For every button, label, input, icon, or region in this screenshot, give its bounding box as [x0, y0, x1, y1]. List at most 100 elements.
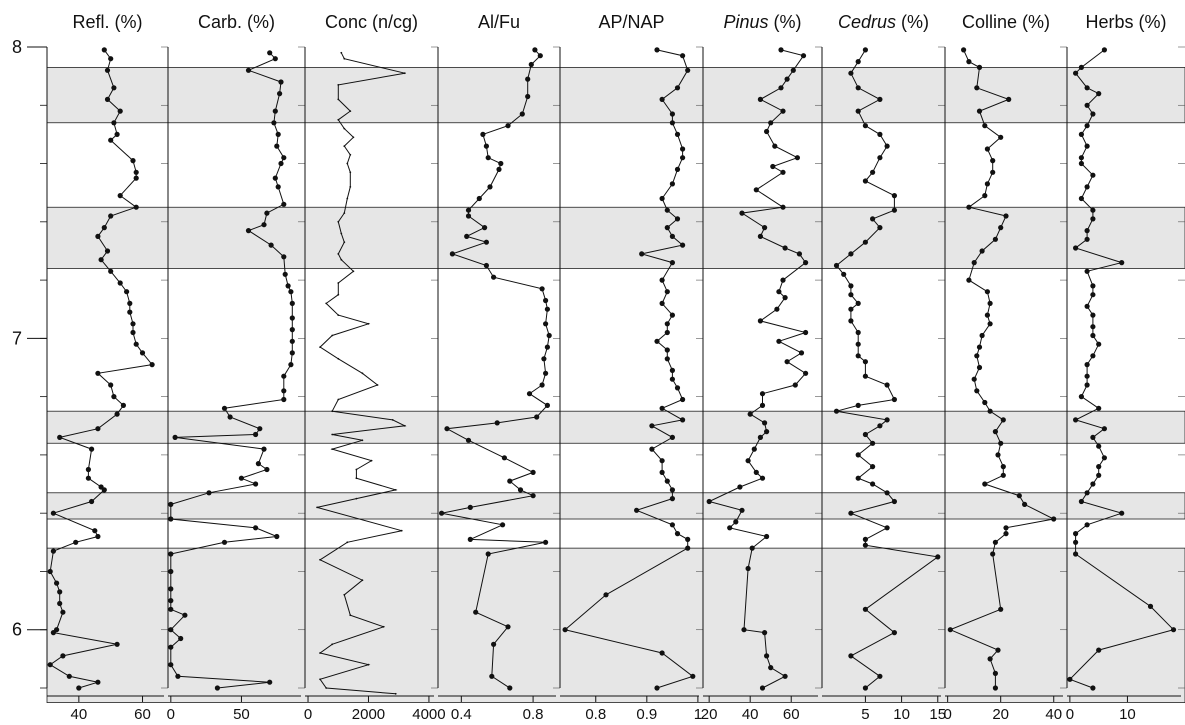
panel-2-point	[285, 283, 291, 289]
panel-9-point	[1096, 443, 1102, 449]
panel-3-point	[343, 212, 346, 215]
panel-4-point	[439, 510, 445, 516]
panel-6-point	[706, 498, 712, 505]
panel-6-point	[800, 53, 807, 59]
panel-2-point	[281, 388, 287, 394]
panel-5-title: AP/NAP	[598, 12, 664, 32]
panel-1-point	[85, 466, 91, 473]
panel-2-point	[267, 679, 273, 685]
panel-6-point	[753, 469, 759, 475]
panel-7-point	[862, 178, 869, 184]
panel-4-point	[539, 286, 545, 292]
panel-9-point	[1084, 184, 1090, 190]
panel-7-point	[855, 452, 861, 458]
panel-5-point	[669, 233, 676, 239]
panel-5-point	[659, 300, 665, 306]
panel-3-point	[337, 398, 340, 401]
panel-6-point	[782, 295, 788, 301]
panel-6-point	[741, 627, 747, 633]
depth-tick-label: 7	[12, 328, 22, 348]
panel-5-point	[669, 376, 676, 382]
panel-7-point	[848, 292, 854, 298]
panel-8-point	[984, 146, 991, 152]
panel-8-point	[992, 539, 999, 545]
panel-7-point	[884, 382, 890, 388]
panel-1-point	[104, 67, 111, 73]
panel-4-point	[464, 233, 470, 239]
panel-3-point	[325, 302, 328, 305]
panel-5-point	[654, 47, 660, 53]
panel-2-x-tick-label: 0	[167, 706, 175, 723]
panel-5-x-tick-label: 0.9	[636, 706, 657, 723]
panel-1-point	[66, 673, 72, 679]
panel-7-point	[884, 417, 890, 423]
panel-4-x-tick-label: 0.8	[523, 706, 544, 723]
panel-9-point	[1090, 434, 1096, 440]
panel-3-point	[337, 314, 340, 316]
panel-2-point	[178, 635, 184, 642]
panel-3-x-tick-label: 4000	[412, 706, 445, 723]
panel-2-point	[275, 131, 281, 137]
panel-2-point	[214, 685, 220, 691]
panel-9-point	[1078, 160, 1084, 167]
panel-8-point	[990, 551, 996, 557]
panel-6-point	[776, 289, 782, 295]
panel-4-point	[528, 61, 534, 68]
panel-2-point	[172, 434, 178, 440]
panel-9-title: Herbs (%)	[1085, 12, 1166, 32]
panel-4-point	[534, 414, 540, 420]
panel-4-point	[507, 685, 513, 691]
panel-1-point	[54, 580, 60, 586]
panel-7-point	[848, 306, 854, 312]
panel-3-point	[319, 652, 321, 654]
panel-1-point	[89, 498, 95, 505]
panel-2-point	[175, 673, 181, 679]
panel-2-point	[245, 228, 252, 234]
panel-8-point	[947, 627, 953, 633]
panel-3-point	[343, 241, 346, 244]
depth-axis: 6 7 8	[12, 37, 48, 689]
panel-6-point	[759, 402, 766, 408]
depth-tick-label: 8	[12, 37, 22, 57]
panel-2-point	[182, 612, 188, 618]
panel-8-point	[992, 429, 999, 435]
panel-8-point	[990, 158, 996, 164]
panel-1-title: Refl. (%)	[72, 12, 142, 32]
panel-1-point	[139, 350, 146, 356]
panel-9-point	[1084, 362, 1090, 368]
panel-1-point	[120, 402, 126, 408]
panel-4: Al/Fu 0.4 0.8	[437, 12, 560, 723]
panel-2-point	[253, 481, 259, 487]
panel-2-point	[253, 431, 259, 438]
panel-5-point	[649, 446, 655, 452]
panel-8-point	[1000, 417, 1006, 423]
panel-9-point	[1084, 382, 1090, 388]
panel-7-point	[862, 359, 869, 365]
panel-2-point	[168, 627, 174, 633]
panel-6-point	[798, 350, 805, 356]
panel-9-point	[1084, 268, 1090, 274]
panel-3-point	[331, 643, 334, 646]
panel-7-point	[891, 630, 898, 636]
panel-8-point	[974, 353, 980, 359]
panel-4-point	[491, 274, 497, 280]
panel-6-title: Pinus (%)	[723, 12, 801, 32]
panel-1-point	[101, 47, 107, 53]
panel-3-x-tick-label: 2000	[352, 706, 385, 723]
panel-8-point	[974, 388, 980, 394]
panel-6-point	[784, 359, 790, 365]
panel-8-point	[966, 204, 972, 210]
panel-8-point	[982, 399, 988, 406]
panel-4-point	[543, 370, 549, 376]
panel-1-point	[108, 268, 114, 274]
panel-1-point	[50, 630, 57, 636]
panel-5-point	[664, 321, 670, 327]
panel-3-point	[400, 529, 403, 532]
panel-8-point	[998, 225, 1004, 231]
panel-4-point	[501, 455, 507, 461]
panel-7-point	[862, 542, 869, 548]
panel-4-point	[507, 478, 513, 484]
panel-2-point	[281, 254, 287, 260]
panel-1-point	[73, 539, 79, 545]
panel-1-x-tick-label: 60	[134, 706, 151, 723]
